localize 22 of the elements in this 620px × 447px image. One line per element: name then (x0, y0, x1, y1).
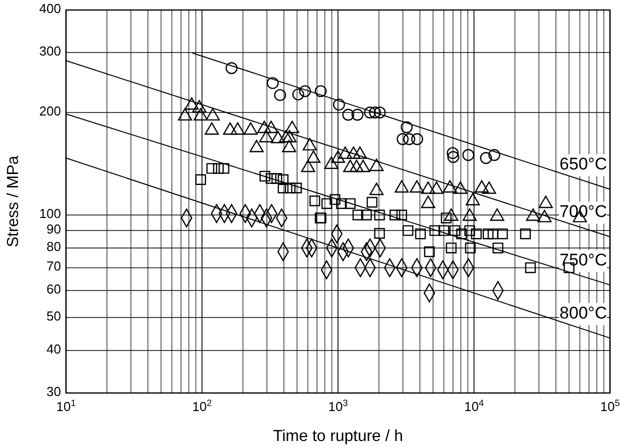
x-tick-label: 10$^{3}$ (328, 398, 348, 414)
y-tick-label: 80 (46, 239, 61, 254)
y-tick-label: 60 (46, 282, 61, 297)
y-tick-label: 30 (46, 384, 61, 400)
y-tick-label: 40 (46, 342, 61, 357)
annotation: 750°C (560, 250, 607, 270)
y-tick-label: 70 (46, 259, 61, 274)
x-tick-label: 10$^{2}$ (192, 398, 212, 414)
annotation: 700°C (560, 202, 607, 222)
x-tick-label: 10$^{1}$ (56, 398, 76, 414)
x-tick-label: 10$^{5}$ (600, 398, 620, 414)
y-tick-label: 50 (46, 308, 61, 324)
x-tick-label: 10$^{4}$ (464, 398, 484, 414)
y-tick-label: 90 (46, 222, 61, 237)
y-tick-label: 400 (39, 1, 61, 16)
y-axis-title: Stress / MPa (5, 156, 22, 248)
y-tick-label: 200 (39, 104, 61, 119)
annotation: 650°C (560, 154, 607, 174)
annotation: 800°C (560, 304, 607, 323)
y-tick-label: 100 (39, 206, 61, 222)
y-tick-label: 300 (39, 44, 61, 59)
x-axis-title: Time to rupture / h (272, 428, 404, 445)
